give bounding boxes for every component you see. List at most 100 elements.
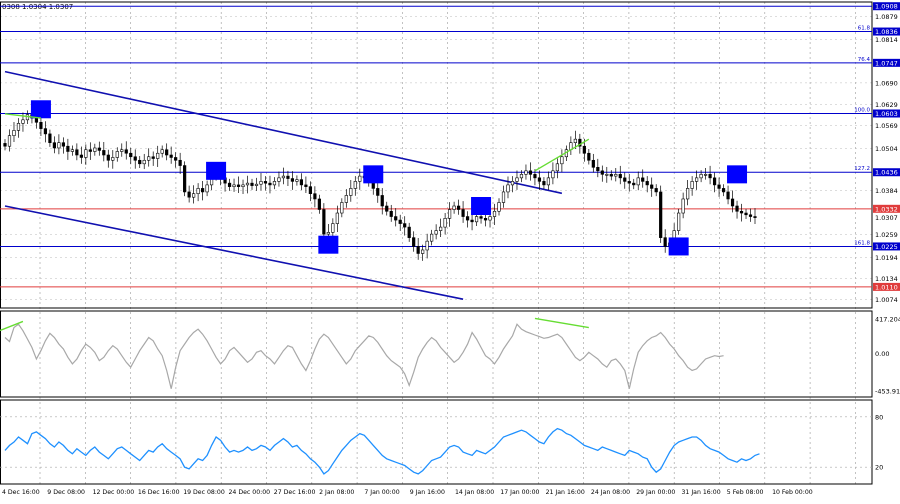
- candle-body: [232, 184, 236, 187]
- oscillator-divergence-line: [0, 320, 24, 332]
- swing-marker: [30, 100, 51, 119]
- candle-body: [106, 154, 110, 161]
- candle-body: [326, 232, 330, 235]
- candle-body: [537, 177, 542, 182]
- candle-body: [304, 184, 308, 187]
- candle-body: [84, 149, 88, 158]
- oscillator-1-axis-label: 0.00: [875, 350, 889, 358]
- time-tick-label: 24 Jan 08:00: [591, 489, 630, 496]
- panel-borders: [0, 1, 873, 485]
- candle-body: [542, 181, 546, 186]
- candle-body: [690, 181, 694, 189]
- candle-body: [439, 226, 443, 231]
- candle-body: [605, 174, 609, 176]
- fib-level-label: 1.0603: [875, 110, 898, 118]
- candle-body: [52, 142, 57, 149]
- candle-body: [93, 147, 97, 152]
- current-price-label-box: [873, 213, 900, 222]
- candle-body: [277, 177, 281, 182]
- candle-body: [501, 191, 506, 203]
- candle-body: [627, 181, 631, 184]
- candle-body: [636, 177, 640, 186]
- oscillator-panel-2: [0, 416, 872, 475]
- oscillator-panel-1: [0, 317, 724, 389]
- price-axis: 1.0879 1.0814 1.0690 1.0629 1.0569 1.0504 1.03…: [873, 2, 900, 472]
- candle-body: [165, 149, 169, 156]
- time-tick-label: 9 Jan 16:00: [410, 489, 445, 496]
- channel-line: [4, 205, 464, 300]
- candle-body: [317, 198, 321, 210]
- candle-body: [753, 216, 757, 218]
- swing-markers: [30, 100, 748, 256]
- fib-level-percent: 100.0: [854, 107, 870, 113]
- candle-body: [169, 154, 173, 158]
- candle-body: [456, 205, 461, 210]
- candle-body: [403, 223, 407, 228]
- candle-body: [730, 198, 735, 207]
- candle-body: [178, 159, 182, 166]
- time-tick-label: 5 Feb 08:00: [727, 489, 764, 496]
- candle-body: [263, 181, 268, 184]
- swing-marker: [318, 235, 339, 254]
- ohlc-readout: 0308 1.0304 1.0307: [2, 3, 73, 11]
- candle-body: [295, 179, 299, 182]
- candle-body: [245, 182, 250, 186]
- candle-body: [533, 174, 537, 179]
- oscillator-2-axis-label: 20: [875, 464, 883, 472]
- candle-body: [650, 184, 654, 189]
- time-tick-label: 31 Jan 16:00: [682, 489, 721, 496]
- candle-body: [349, 188, 353, 196]
- candle-body: [205, 184, 209, 193]
- candle-body: [677, 212, 681, 231]
- price-tick-label: 1.0134: [875, 275, 898, 283]
- candle-body: [524, 170, 528, 175]
- candle-body: [281, 175, 286, 179]
- candle-body: [79, 154, 83, 158]
- candle-body: [573, 138, 577, 143]
- candle-body: [632, 182, 636, 186]
- candle-body: [430, 233, 434, 242]
- candle-body: [461, 209, 465, 217]
- price-tick-label: 1.0814: [875, 36, 898, 44]
- candle-body: [75, 149, 79, 156]
- price-tick-label: 1.0569: [875, 122, 898, 130]
- fib-level-label: 1.0747: [875, 59, 898, 67]
- candle-body: [43, 128, 48, 135]
- candle-body: [3, 143, 7, 147]
- panel-frame: [0, 399, 873, 485]
- price-tick-label: 1.0259: [875, 231, 898, 239]
- fib-level-label: 1.0836: [875, 28, 898, 36]
- candle-body: [519, 174, 524, 179]
- candle-body: [735, 205, 739, 212]
- fib-level-label: 1.0225: [875, 243, 898, 251]
- candle-body: [695, 177, 699, 182]
- fib-level-label: 1.0436: [875, 169, 898, 177]
- candle-body: [739, 210, 744, 214]
- candle-body: [492, 210, 497, 217]
- time-tick-label: 29 Jan 00:00: [636, 489, 675, 496]
- candle-body: [34, 117, 39, 123]
- candle-body: [717, 184, 721, 189]
- time-tick-label: 17 Jan 00:00: [500, 489, 539, 496]
- candle-body: [452, 205, 456, 210]
- candle-body: [196, 188, 200, 194]
- candle-body: [555, 163, 559, 172]
- channel-line: [4, 70, 563, 195]
- candle-body: [102, 150, 106, 156]
- time-tick-label: 27 Dec 16:00: [274, 489, 316, 496]
- candle-body: [744, 212, 748, 216]
- oscillator-1-axis-label: -453.913: [875, 388, 900, 396]
- candle-body: [416, 246, 420, 254]
- candle-body: [353, 181, 357, 189]
- candle-body: [488, 216, 492, 221]
- fib-level-label-box: [873, 242, 900, 251]
- candle-body: [425, 240, 429, 251]
- oscillator-1-line: [4, 323, 724, 389]
- time-tick-label: 14 Jan 08:00: [455, 489, 494, 496]
- candle-body: [654, 188, 658, 193]
- candle-body: [133, 156, 137, 161]
- panel-frame: [0, 310, 873, 398]
- candle-body: [470, 219, 474, 223]
